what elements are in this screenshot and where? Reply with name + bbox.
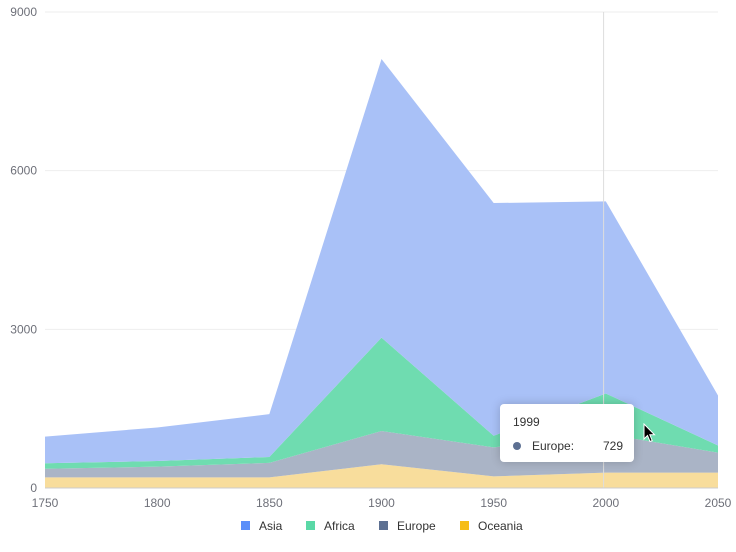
area-asia [45,58,718,464]
x-tick-label: 1900 [368,496,395,510]
legend-item-europe[interactable]: Europe [379,519,436,533]
tooltip-series-dot [513,442,521,450]
x-tick-label: 1950 [480,496,507,510]
legend-swatch-europe [379,521,388,530]
tooltip-title: 1999 [513,415,540,429]
y-tick-label: 0 [30,481,37,495]
x-tick-label: 2050 [705,496,732,510]
mouse-pointer-icon [643,423,656,443]
chart-tooltip: 1999 Europe: 729 [500,404,634,462]
legend-label-asia: Asia [259,519,283,533]
legend-swatch-asia [241,521,250,530]
x-tick-label: 1750 [32,496,59,510]
tooltip-series-value: 729 [602,439,623,453]
legend-label-africa: Africa [324,519,355,533]
legend-item-oceania[interactable]: Oceania [460,519,523,533]
legend-item-africa[interactable]: Africa [306,519,355,533]
legend-label-europe: Europe [397,519,436,533]
tooltip-series-name: Europe: [532,439,575,453]
y-tick-label: 6000 [10,164,37,178]
legend-item-asia[interactable]: Asia [241,519,283,533]
legend-swatch-oceania [460,521,469,530]
y-tick-label: 3000 [10,322,37,336]
axes: 0 3000 6000 9000 1750 1800 1850 1900 1950 2000 205… [10,5,731,510]
y-tick-label: 9000 [10,5,37,19]
x-tick-label: 1850 [256,496,283,510]
area-oceania [45,464,718,488]
x-tick-label: 2000 [592,496,619,510]
legend-swatch-africa [306,521,315,530]
legend[interactable]: Asia Africa Europe Oceania [241,519,523,533]
x-tick-label: 1800 [144,496,171,510]
legend-label-oceania: Oceania [478,519,523,533]
